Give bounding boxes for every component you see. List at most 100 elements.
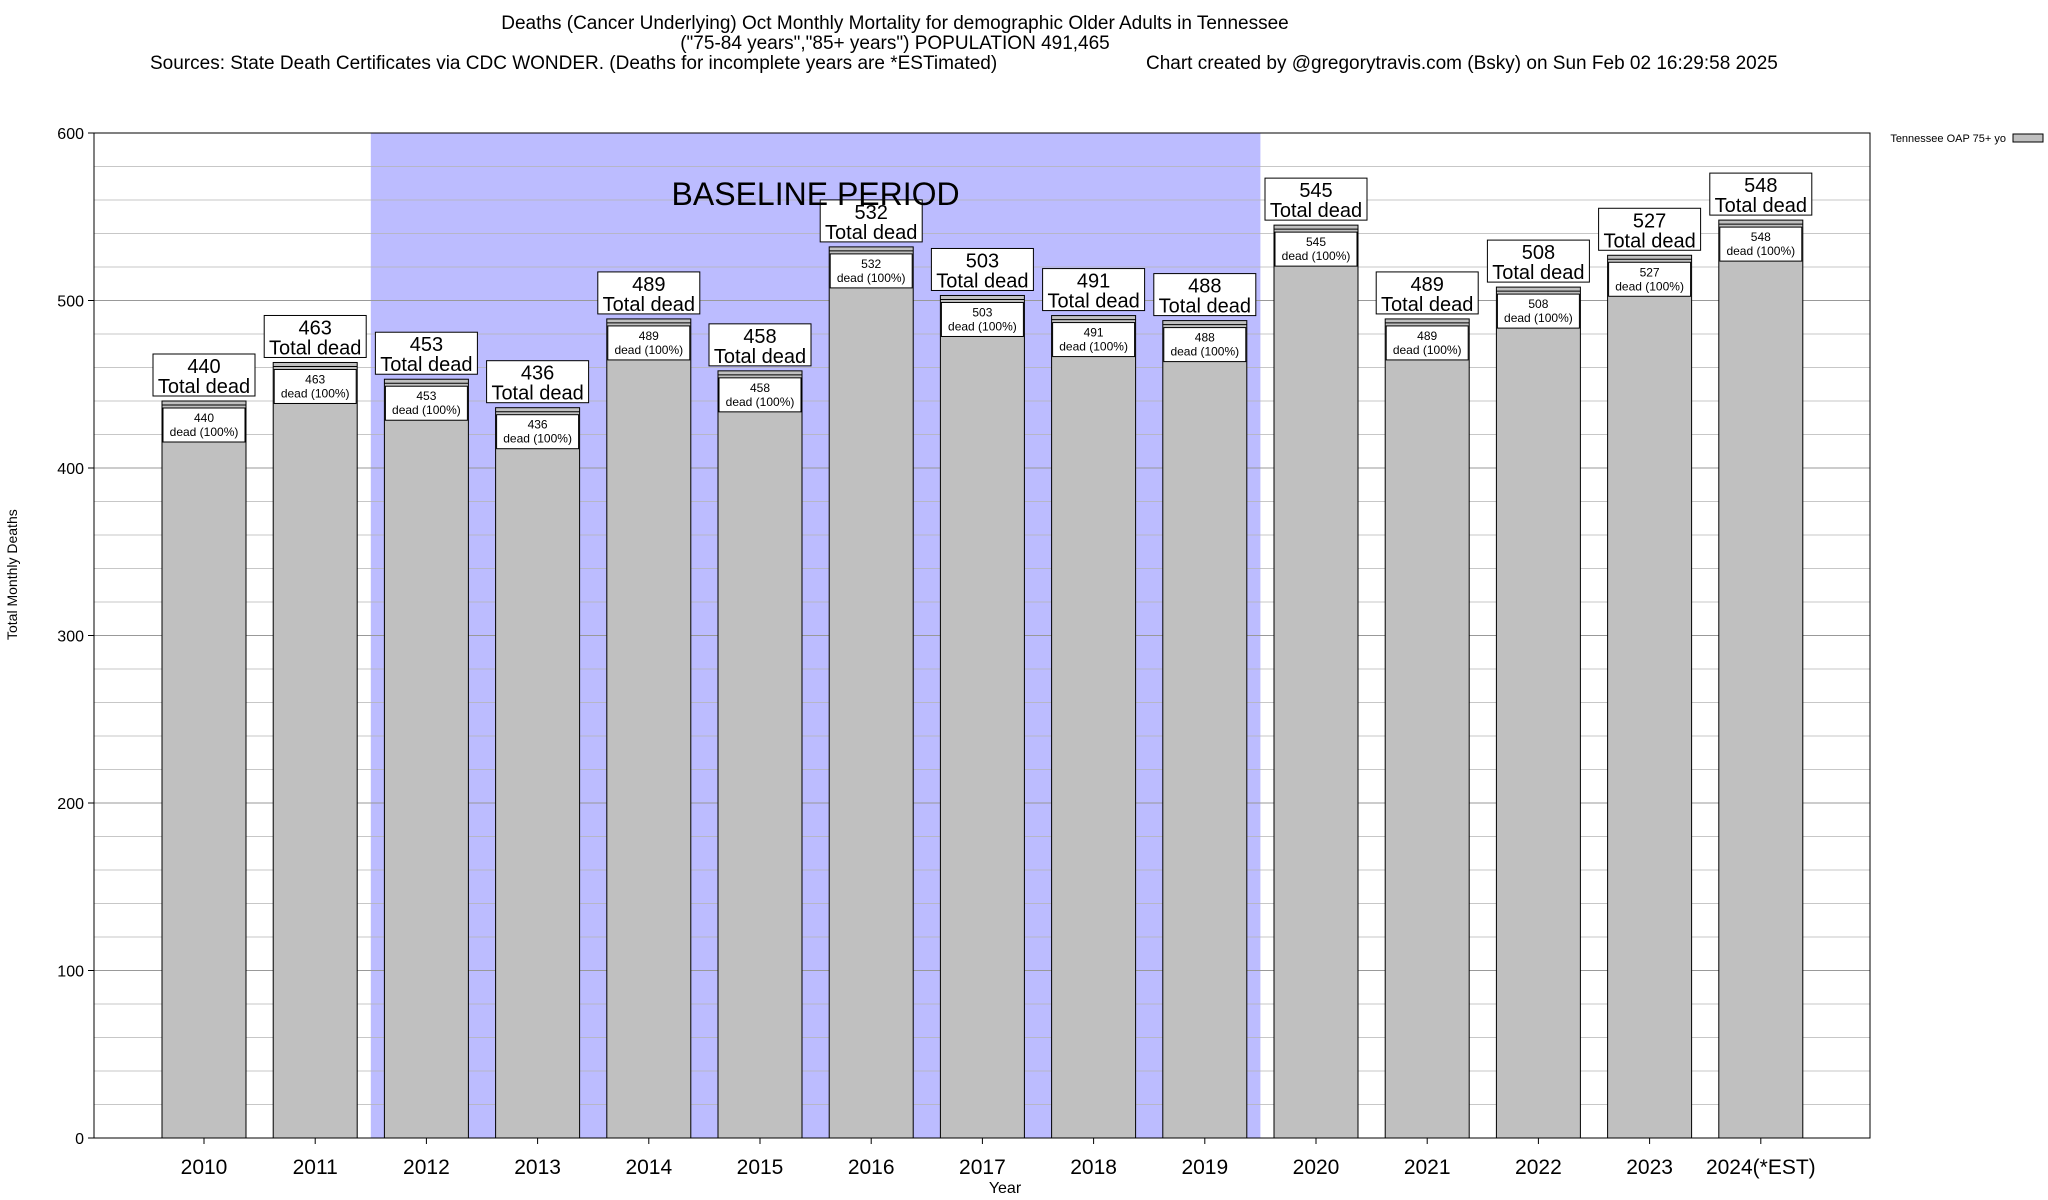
bar-top-value: 489 <box>1411 274 1444 296</box>
bar-top-value: 545 <box>1299 180 1332 202</box>
bar-2019 <box>1162 320 1248 1139</box>
bar-inner-label-box <box>940 301 1024 337</box>
legend-label: Tennessee OAP 75+ yo <box>1890 133 2006 145</box>
bar-top-suffix: Total dead <box>1270 200 1362 222</box>
bar-inner-label-box <box>273 368 357 404</box>
bar-inner-value: 488 <box>1195 331 1215 345</box>
bar-inner-suffix: dead (100%) <box>1504 311 1573 325</box>
bar-inner-suffix: dead (100%) <box>503 432 572 446</box>
bar-top-label-box <box>819 199 923 243</box>
bar-inner-label-box <box>1496 293 1580 329</box>
y-tick-label: 600 <box>57 126 84 143</box>
bar-inner-value: 458 <box>750 381 770 395</box>
bar-top-value: 440 <box>187 356 220 378</box>
bar-2012 <box>383 378 469 1139</box>
bar-inner-suffix: dead (100%) <box>948 319 1017 333</box>
bar-top-value: 463 <box>299 317 332 339</box>
x-tick-label: 2019 <box>1181 1156 1228 1179</box>
bar-inner-value: 489 <box>639 329 659 343</box>
x-tick-label: 2015 <box>737 1156 784 1179</box>
y-tick-label: 0 <box>75 1131 84 1148</box>
bar-2023 <box>1607 254 1693 1139</box>
bar-top-value: 527 <box>1633 210 1666 232</box>
x-tick-label: 2014 <box>625 1156 672 1179</box>
bar-inner-value: 453 <box>416 389 436 403</box>
x-tick-label: 2016 <box>848 1156 895 1179</box>
bar-inner-value: 532 <box>861 257 881 271</box>
bar-inner-value: 489 <box>1417 329 1437 343</box>
bar-inner-label-box <box>607 325 691 361</box>
y-tick-label: 500 <box>57 294 84 311</box>
bar-inner-suffix: dead (100%) <box>726 395 795 409</box>
bar-top-suffix: Total dead <box>603 294 695 316</box>
bar-top-value: 491 <box>1077 271 1110 293</box>
bar-top-suffix: Total dead <box>1047 291 1139 313</box>
bar-top-value: 532 <box>855 202 888 224</box>
bar-inner-suffix: dead (100%) <box>392 403 461 417</box>
bar-inner-label-box <box>1608 261 1692 297</box>
bar-top-label-box <box>486 360 590 404</box>
x-tick-label: 2018 <box>1070 1156 1117 1179</box>
bar-top-suffix: Total dead <box>1381 294 1473 316</box>
bar-top-label-box <box>1153 273 1257 317</box>
bar-inner-value: 503 <box>972 305 992 319</box>
bar-top-value: 453 <box>410 334 443 356</box>
bar-top-value: 488 <box>1188 276 1221 298</box>
bar-inner-suffix: dead (100%) <box>1170 345 1239 359</box>
x-tick-label: 2021 <box>1404 1156 1451 1179</box>
bar-top-label-box <box>1709 172 1813 216</box>
bar-top-suffix: Total dead <box>380 354 472 376</box>
baseline-period-label: BASELINE PERIOD <box>672 176 960 212</box>
bar-top-label-box <box>152 353 256 397</box>
x-axis-label: Year <box>989 1180 1022 1197</box>
bar-inner-label-box <box>718 377 802 413</box>
bar-top-value: 436 <box>521 363 554 385</box>
chart-subtitle: ("75-84 years","85+ years") POPULATION 4… <box>680 33 1110 54</box>
bar-top-suffix: Total dead <box>158 376 250 398</box>
x-tick-label: 2023 <box>1626 1156 1673 1179</box>
bar-inner-label-box <box>1719 226 1803 262</box>
x-tick-label: 2013 <box>514 1156 561 1179</box>
bar-top-label-box <box>1486 239 1590 283</box>
chart-title: Deaths (Cancer Underlying) Oct Monthly M… <box>501 13 1289 34</box>
bar-inner-value: 440 <box>194 411 214 425</box>
bar-inner-suffix: dead (100%) <box>170 425 239 439</box>
y-tick-label: 300 <box>57 629 84 646</box>
x-tick-label: 2020 <box>1293 1156 1340 1179</box>
bar-inner-suffix: dead (100%) <box>1059 340 1128 354</box>
y-tick-label: 200 <box>57 796 84 813</box>
bar-top-value: 508 <box>1522 242 1555 264</box>
bar-inner-label-box <box>829 253 913 289</box>
bar-2024(*EST) <box>1718 219 1804 1139</box>
bar-inner-suffix: dead (100%) <box>1726 244 1795 258</box>
bar-top-suffix: Total dead <box>936 270 1028 292</box>
bar-top-label-box <box>1042 268 1146 312</box>
bar-inner-label-box <box>1163 327 1247 363</box>
bar-top-label-box <box>263 314 367 358</box>
bar-inner-value: 463 <box>305 372 325 386</box>
x-tick-label: 2017 <box>959 1156 1006 1179</box>
bar-top-label-box <box>1598 207 1702 251</box>
bar-2021 <box>1384 318 1470 1139</box>
bar-2022 <box>1495 286 1581 1139</box>
bar-top-suffix: Total dead <box>714 346 806 368</box>
bar-2015 <box>717 370 803 1139</box>
bar-inner-suffix: dead (100%) <box>837 271 906 285</box>
bar-2014 <box>606 318 692 1139</box>
bar-2018 <box>1051 315 1137 1139</box>
bar-inner-label-box <box>496 414 580 450</box>
bar-top-suffix: Total dead <box>1492 262 1584 284</box>
x-tick-label: 2022 <box>1515 1156 1562 1179</box>
bar-inner-label-box <box>1274 231 1358 267</box>
bar-inner-value: 508 <box>1528 297 1548 311</box>
chart-credit: Chart created by @gregorytravis.com (Bsk… <box>1146 53 1778 74</box>
bar-top-label-box <box>930 247 1034 291</box>
bar-top-suffix: Total dead <box>1603 230 1695 252</box>
bar-inner-value: 491 <box>1084 326 1104 340</box>
bar-top-suffix: Total dead <box>825 222 917 244</box>
bar-inner-value: 548 <box>1751 230 1771 244</box>
bar-inner-label-box <box>162 407 246 443</box>
bar-inner-suffix: dead (100%) <box>1282 249 1351 263</box>
x-tick-label: 2011 <box>293 1156 338 1179</box>
